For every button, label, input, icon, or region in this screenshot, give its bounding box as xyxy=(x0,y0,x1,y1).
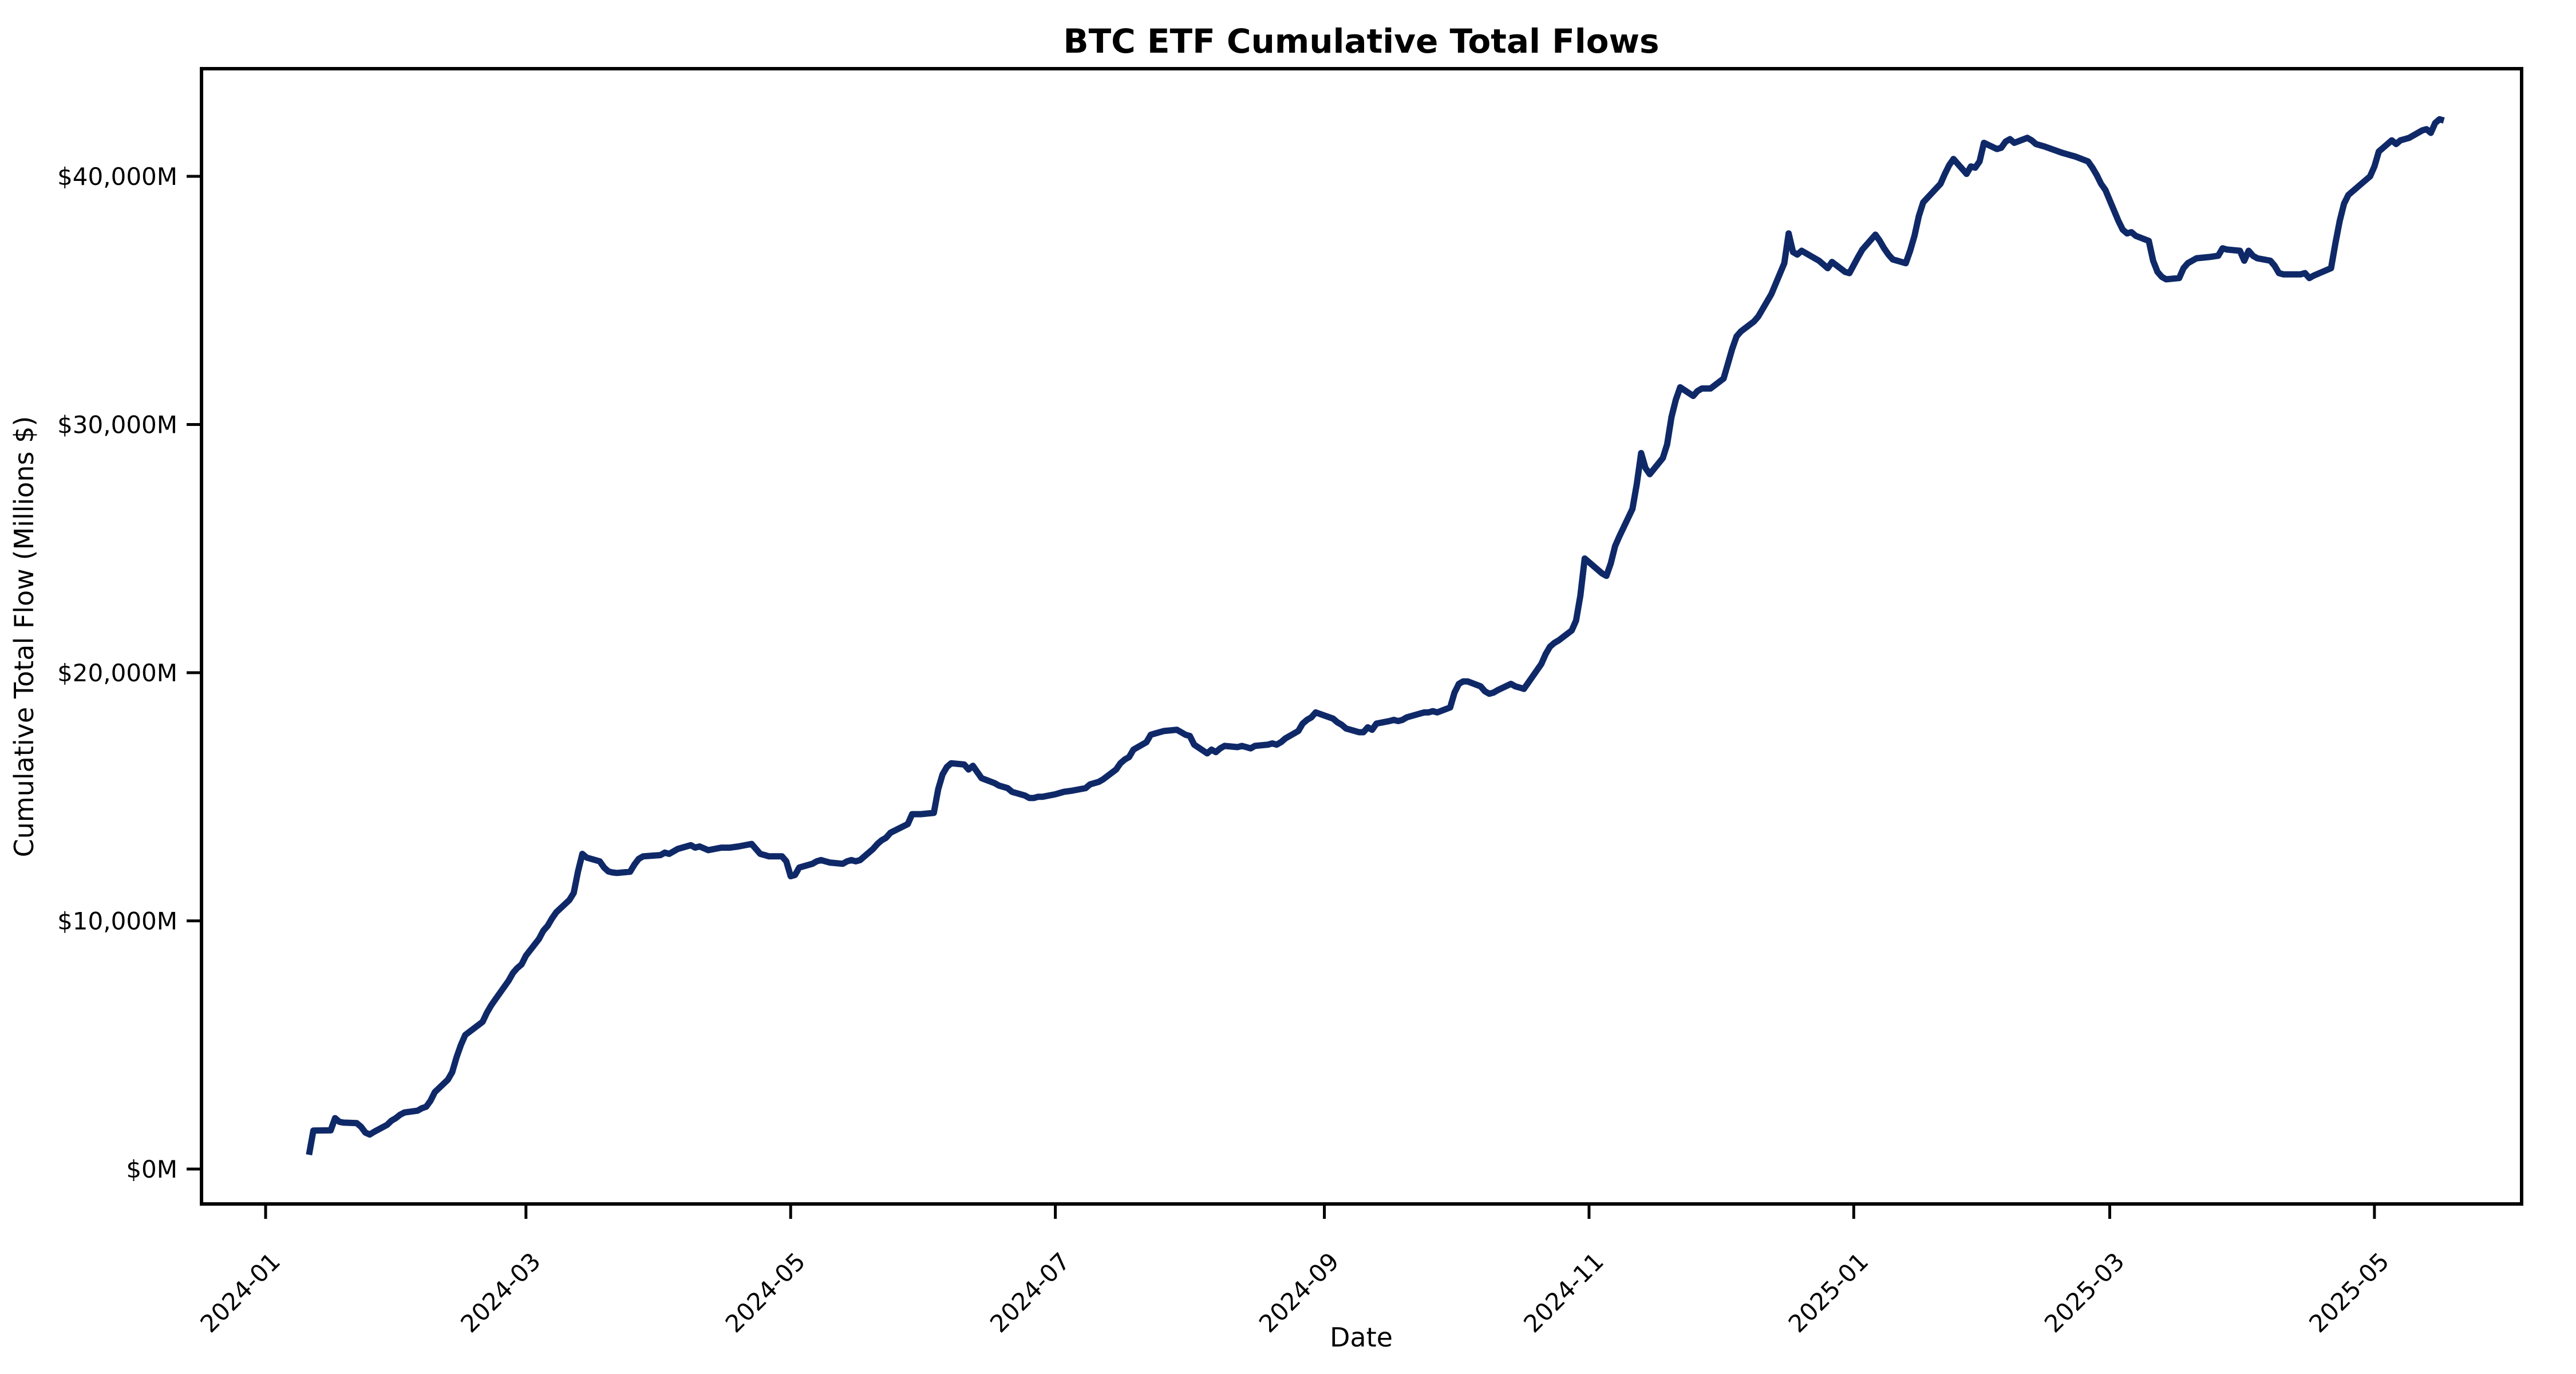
y-tick-label: $10,000M xyxy=(57,907,177,935)
x-tick-label: 2024-05 xyxy=(720,1247,811,1338)
y-axis-ticks: $0M $10,000M $20,000M $30,000M $40,000M xyxy=(57,163,202,1183)
y-tick-label: $20,000M xyxy=(57,659,177,687)
y-tick-label: $40,000M xyxy=(57,163,177,191)
x-tick-label: 2024-07 xyxy=(985,1247,1076,1338)
x-axis-ticks: 2024-01 2024-03 2024-05 2024-07 2024-09 2024-… xyxy=(195,1204,2395,1338)
x-tick-label: 2024-01 xyxy=(195,1247,286,1338)
x-tick-label: 2025-01 xyxy=(1783,1247,1874,1338)
chart-title: BTC ETF Cumulative Total Flows xyxy=(1063,22,1659,61)
x-axis-label: Date xyxy=(1330,1322,1393,1353)
x-tick-label: 2024-03 xyxy=(455,1247,546,1338)
y-axis-label: Cumulative Total Flow (Millions $) xyxy=(9,416,39,858)
x-tick-label: 2024-11 xyxy=(1518,1247,1609,1338)
flow-line xyxy=(306,116,2445,1156)
y-tick-label: $30,000M xyxy=(57,411,177,439)
x-tick-label: 2025-05 xyxy=(2304,1247,2395,1338)
y-tick-label: $0M xyxy=(126,1155,177,1183)
x-tick-label: 2025-03 xyxy=(2039,1247,2130,1338)
plot-border xyxy=(200,67,2523,1206)
